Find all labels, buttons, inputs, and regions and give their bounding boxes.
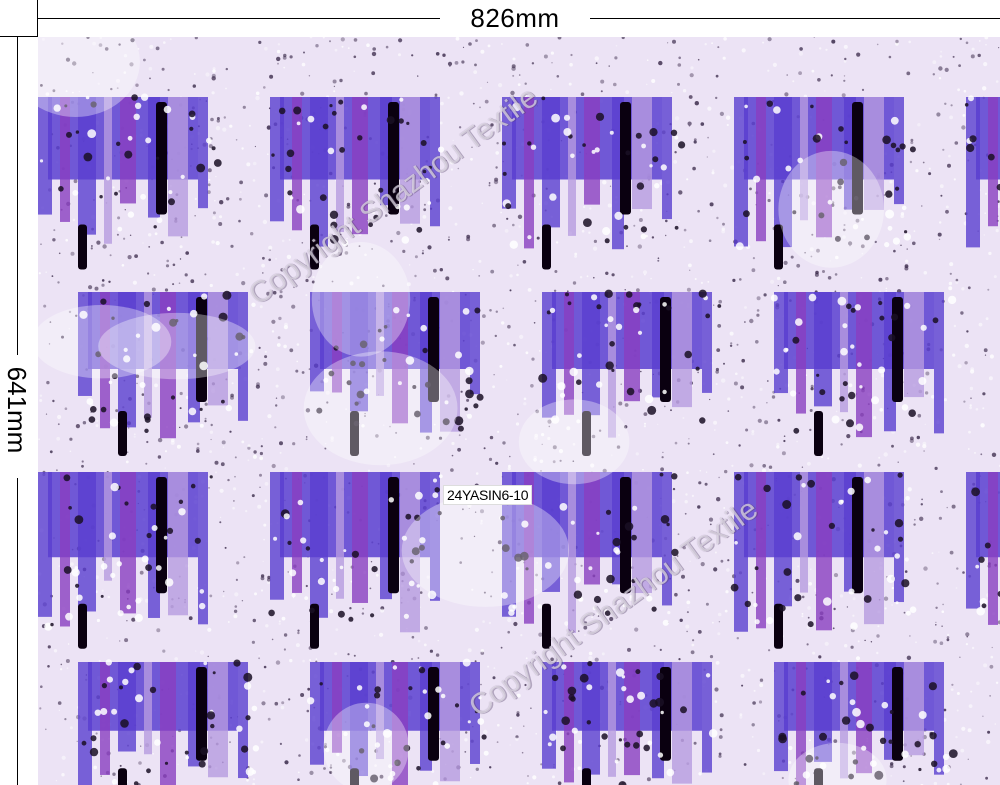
width-dimension-line-left bbox=[37, 18, 440, 19]
width-dimension-line-right bbox=[590, 18, 1000, 19]
width-dimension-label: 826mm bbox=[440, 2, 590, 34]
height-dimension-line-bottom bbox=[17, 478, 18, 785]
fabric-pattern bbox=[38, 37, 1000, 785]
height-dimension-tick bbox=[0, 36, 38, 37]
height-dimension-line-top bbox=[17, 37, 18, 355]
design-code-label: 24YASIN6-10 bbox=[443, 485, 533, 505]
height-dimension-label: 641mm bbox=[2, 362, 32, 458]
fabric-print-swatch: 24YASIN6-10 Copyright Shazhou Textile Co… bbox=[38, 37, 1000, 785]
